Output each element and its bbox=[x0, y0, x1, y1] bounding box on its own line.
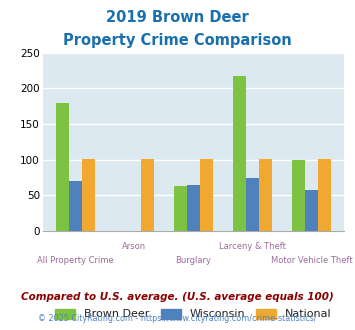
Bar bbox=[187, 185, 200, 231]
Bar bbox=[233, 76, 246, 231]
Legend: Brown Deer, Wisconsin, National: Brown Deer, Wisconsin, National bbox=[51, 304, 336, 324]
Text: © 2025 CityRating.com - https://www.cityrating.com/crime-statistics/: © 2025 CityRating.com - https://www.city… bbox=[38, 314, 317, 323]
Bar bbox=[292, 160, 305, 231]
Text: Property Crime Comparison: Property Crime Comparison bbox=[63, 33, 292, 48]
Bar bbox=[200, 159, 213, 231]
Bar bbox=[82, 159, 95, 231]
Text: Burglary: Burglary bbox=[175, 256, 212, 265]
Bar bbox=[141, 159, 154, 231]
Text: Motor Vehicle Theft: Motor Vehicle Theft bbox=[271, 256, 353, 265]
Bar bbox=[69, 181, 82, 231]
Text: Arson: Arson bbox=[122, 242, 146, 251]
Bar bbox=[174, 186, 187, 231]
Bar bbox=[259, 159, 272, 231]
Text: Compared to U.S. average. (U.S. average equals 100): Compared to U.S. average. (U.S. average … bbox=[21, 292, 334, 302]
Bar bbox=[56, 103, 69, 231]
Text: 2019 Brown Deer: 2019 Brown Deer bbox=[106, 10, 249, 25]
Text: All Property Crime: All Property Crime bbox=[37, 256, 114, 265]
Bar bbox=[318, 159, 331, 231]
Text: Larceny & Theft: Larceny & Theft bbox=[219, 242, 286, 251]
Bar bbox=[246, 178, 259, 231]
Bar bbox=[305, 190, 318, 231]
